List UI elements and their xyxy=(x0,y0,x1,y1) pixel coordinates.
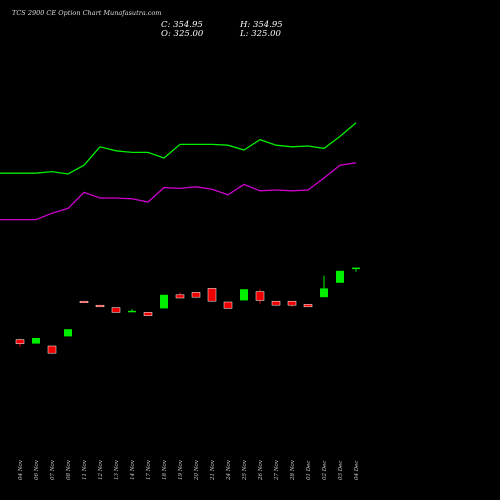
x-tick-label: 20 Nov xyxy=(194,459,200,481)
x-tick-label: 12 Nov xyxy=(98,459,104,480)
x-tick-label: 06 Nov xyxy=(34,459,40,480)
x-tick-label: 03 Dec xyxy=(338,461,344,481)
candle-body-down xyxy=(47,345,57,354)
x-tick-label: 19 Nov xyxy=(178,459,184,480)
x-tick-label: 21 Nov xyxy=(210,459,216,481)
x-tick-label: 18 Nov xyxy=(162,459,168,480)
candle-body-down xyxy=(255,291,265,301)
x-tick-label: 08 Nov xyxy=(66,459,72,480)
x-tick-label: 24 Nov xyxy=(226,459,232,481)
candle-body-up xyxy=(320,288,328,298)
x-tick-label: 17 Nov xyxy=(146,459,152,480)
candle-body-up xyxy=(336,270,344,283)
candle-body-up xyxy=(240,289,248,301)
candle-body-down xyxy=(175,294,185,299)
candle-body-down xyxy=(287,300,297,306)
candle-body-up xyxy=(32,338,40,344)
x-tick-label: 28 Nov xyxy=(290,459,296,481)
candle-body-down xyxy=(207,288,217,302)
candle-body-down xyxy=(95,304,105,308)
x-tick-label: 04 Nov xyxy=(18,459,24,480)
x-tick-label: 27 Nov xyxy=(274,459,280,481)
candle-body-up xyxy=(64,329,72,337)
chart-title: TCS 2900 CE Option Chart Munafasutra.com xyxy=(12,9,162,17)
candle-body-down xyxy=(143,312,153,316)
high-value: H: 354.95 xyxy=(240,20,283,30)
upper-band-line xyxy=(0,122,357,175)
candle-body-up xyxy=(128,310,136,313)
candle-body-down xyxy=(79,300,89,303)
x-tick-label: 01 Dec xyxy=(306,461,312,481)
x-tick-label: 07 Nov xyxy=(50,459,56,480)
x-tick-label: 11 Nov xyxy=(82,459,88,480)
candle-body-down xyxy=(191,292,201,298)
candle-body-down xyxy=(303,304,313,308)
x-tick-label: 14 Nov xyxy=(130,459,136,480)
close-value: C: 354.95 xyxy=(161,20,203,30)
x-tick-label: 25 Nov xyxy=(242,459,248,481)
x-tick-label: 13 Nov xyxy=(114,459,120,480)
candle-body-down xyxy=(111,307,121,313)
x-tick-label: 26 Nov xyxy=(258,459,264,481)
candle-body-down xyxy=(223,301,233,309)
candle-body-up xyxy=(160,294,168,309)
x-tick-label: 04 Dec xyxy=(354,461,360,481)
candle-body-up xyxy=(352,267,360,270)
lower-band-line xyxy=(0,162,357,221)
candle-body-down xyxy=(271,300,281,306)
x-tick-label: 02 Dec xyxy=(322,461,328,481)
candle-body-down xyxy=(15,339,25,344)
low-value: L: 325.00 xyxy=(240,29,281,39)
open-value: O: 325.00 xyxy=(161,29,204,39)
